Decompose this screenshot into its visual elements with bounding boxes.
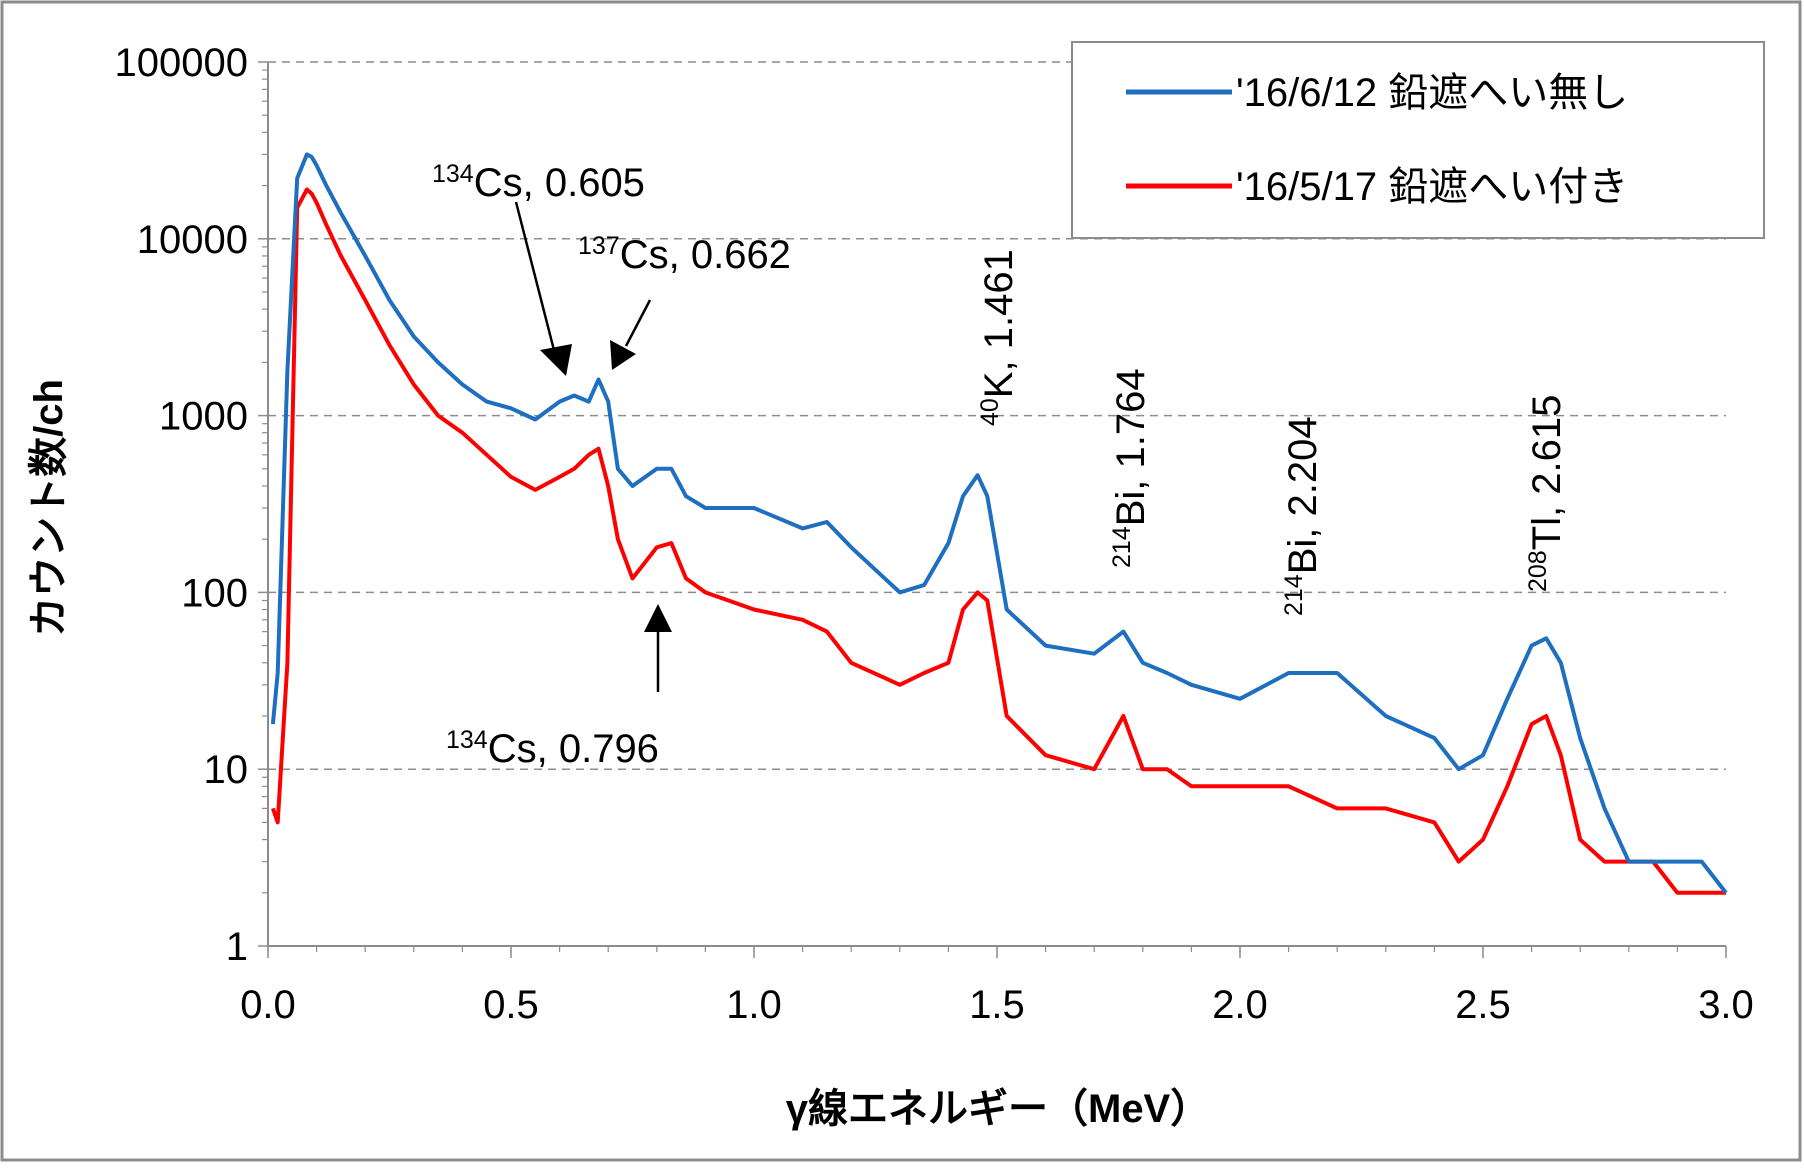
annotation-k40-1461: 40K, 1.461	[976, 249, 1021, 426]
arrow-cs137-0662	[624, 299, 652, 347]
y-tick-label: 1	[226, 925, 248, 969]
legend-box	[1071, 41, 1765, 239]
x-tick-label: 2.5	[1455, 983, 1511, 1027]
x-tick-label: 1.5	[969, 983, 1025, 1027]
grid-layer	[268, 61, 1726, 770]
x-tick-label: 2.0	[1212, 983, 1268, 1027]
annotation-cs134-0605: 134Cs, 0.605	[432, 160, 645, 205]
arrows	[514, 201, 672, 692]
annotation-cs134-0796: 134Cs, 0.796	[446, 726, 659, 771]
annotation-cs137-0662: 137Cs, 0.662	[578, 232, 791, 277]
arrowhead-cs134-0605	[540, 344, 572, 376]
x-tick-label: 0.0	[240, 983, 296, 1027]
series-layer	[270, 152, 1728, 895]
arrowhead-cs134-0796	[644, 604, 672, 632]
series-line-1	[270, 152, 1728, 895]
legend: '16/6/12 鉛遮へい無し '16/5/17 鉛遮へい付き	[1071, 41, 1765, 239]
annotation-bi214-2204: 214Bi, 2.204	[1280, 416, 1325, 616]
x-tick-label: 1.0	[726, 983, 782, 1027]
y-tick-label: 100	[181, 571, 248, 615]
y-tick-label: 10	[204, 748, 249, 792]
x-tick-label: 0.5	[483, 983, 539, 1027]
arrowhead-cs137-0662	[610, 340, 636, 370]
x-axis-title: γ線エネルギー（MeV）	[786, 1087, 1211, 1131]
y-tick-label: 1000	[159, 395, 248, 439]
y-tick-label: 100000	[115, 41, 248, 85]
arrow-cs134-0605	[514, 201, 558, 359]
legend-label-series-1: '16/6/12 鉛遮へい無し	[1236, 71, 1628, 115]
annotation-bi214-1764: 214Bi, 1.764	[1108, 368, 1153, 568]
x-tick-label: 3.0	[1698, 983, 1754, 1027]
series-line-2	[271, 187, 1726, 895]
y-tick-label: 10000	[137, 218, 248, 262]
axes-layer	[258, 61, 1727, 958]
y-axis-title: カウント数/ch	[27, 379, 71, 637]
annotation-tl208-2615: 208Tl, 2.615	[1524, 395, 1569, 592]
legend-label-series-2: '16/5/17 鉛遮へい付き	[1236, 165, 1628, 209]
tick-layer: 1 10 100 1000 10000 100000 0.0 0.5 1.0 1.5 2.0 2.5 3…	[115, 41, 1754, 1027]
